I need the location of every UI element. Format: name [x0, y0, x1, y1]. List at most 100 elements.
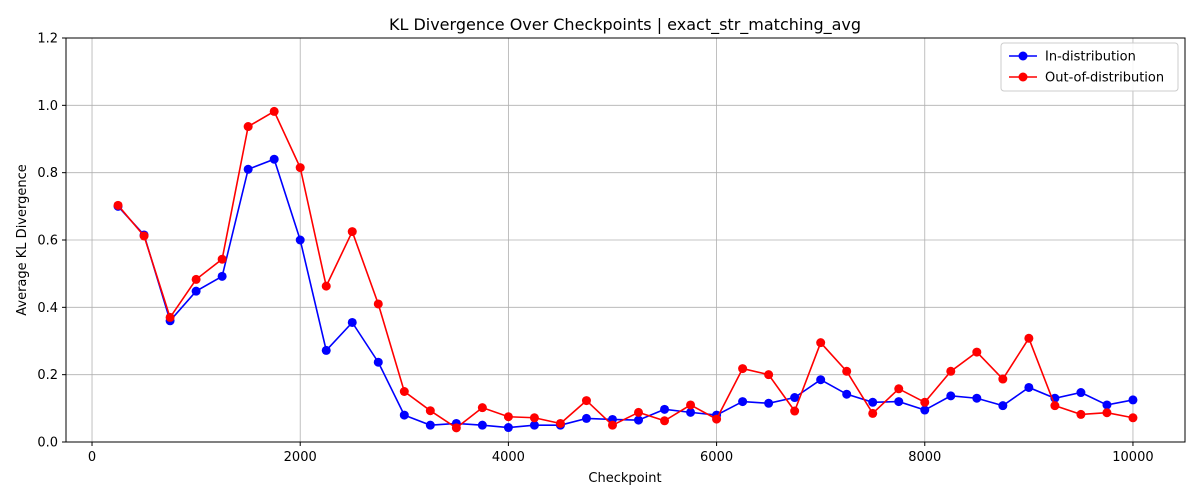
data-point — [816, 375, 826, 385]
data-point — [946, 391, 956, 401]
data-point — [139, 231, 149, 241]
chart-title: KL Divergence Over Checkpoints | exact_s… — [389, 15, 861, 35]
data-point — [321, 281, 331, 291]
data-point — [503, 423, 513, 433]
data-point — [868, 397, 878, 407]
x-tick-label: 4000 — [492, 450, 525, 465]
data-point — [555, 418, 565, 428]
data-point — [191, 274, 201, 284]
data-point — [920, 405, 930, 415]
x-tick-label: 6000 — [700, 450, 733, 465]
data-point — [607, 420, 617, 430]
data-point — [660, 416, 670, 426]
data-point — [581, 396, 591, 406]
data-point — [764, 398, 774, 408]
y-tick-label: 0.2 — [37, 368, 58, 383]
data-point — [920, 397, 930, 407]
data-point — [972, 393, 982, 403]
data-point — [529, 413, 539, 423]
data-point — [347, 227, 357, 237]
data-point — [1128, 395, 1138, 405]
y-axis-label: Average KL Divergence — [15, 164, 30, 315]
data-point — [1102, 400, 1112, 410]
data-point — [894, 397, 904, 407]
data-point — [217, 254, 227, 264]
x-tick-label: 2000 — [284, 450, 317, 465]
y-tick-label: 0.8 — [37, 166, 58, 181]
series-line — [117, 158, 1134, 429]
legend-entry: In-distribution — [1045, 50, 1136, 65]
data-point — [217, 271, 227, 281]
data-point — [113, 200, 123, 210]
data-point — [191, 286, 201, 296]
data-point — [686, 400, 696, 410]
data-point — [425, 406, 435, 416]
data-point — [269, 154, 279, 164]
data-point — [581, 413, 591, 423]
legend-marker — [1018, 51, 1028, 61]
x-tick-label: 8000 — [908, 450, 941, 465]
y-axis-ticks: 0.0 0.2 0.4 0.6 0.8 1.0 1.2 — [37, 32, 66, 451]
data-point — [243, 122, 253, 132]
data-point — [816, 338, 826, 348]
legend-entry: Out-of-distribution — [1045, 71, 1164, 86]
data-point — [842, 389, 852, 399]
data-point — [1024, 333, 1034, 343]
data-point — [738, 364, 748, 374]
legend-box — [1000, 42, 1179, 92]
data-point — [660, 404, 670, 414]
data-point — [998, 401, 1008, 411]
y-tick-label: 1.0 — [37, 99, 58, 114]
data-point — [1076, 409, 1086, 419]
data-point — [529, 420, 539, 430]
series-out-of-distribution — [113, 106, 1138, 433]
y-tick-label: 0.0 — [37, 436, 58, 451]
x-axis-label: Checkpoint — [588, 471, 661, 486]
data-point — [738, 397, 748, 407]
data-point — [998, 374, 1008, 384]
data-point — [269, 106, 279, 116]
data-point — [1128, 413, 1138, 423]
data-point — [634, 407, 644, 417]
data-point — [399, 410, 409, 420]
data-point — [477, 420, 487, 430]
data-point — [946, 366, 956, 376]
data-point — [477, 403, 487, 413]
data-point — [295, 235, 305, 245]
y-tick-label: 0.4 — [37, 301, 58, 316]
data-point — [295, 163, 305, 173]
data-point — [347, 317, 357, 327]
legend-marker — [1018, 72, 1028, 82]
data-point — [894, 384, 904, 394]
y-tick-label: 1.2 — [37, 32, 58, 47]
data-point — [425, 420, 435, 430]
data-point — [634, 415, 644, 425]
data-point — [1076, 388, 1086, 398]
data-point — [1050, 401, 1060, 411]
x-tick-label: 0 — [88, 450, 96, 465]
data-point — [790, 393, 800, 403]
data-point — [165, 312, 175, 322]
data-point — [399, 387, 409, 396]
series-layer — [113, 106, 1138, 433]
data-point — [764, 370, 774, 380]
data-point — [451, 423, 461, 433]
data-point — [243, 164, 253, 174]
series-in-distribution — [113, 154, 1138, 433]
data-point — [972, 347, 982, 357]
data-point — [503, 412, 513, 422]
x-tick-label: 10000 — [1112, 450, 1153, 465]
y-tick-label: 0.6 — [37, 234, 58, 249]
data-point — [1102, 408, 1112, 418]
data-point — [712, 414, 722, 424]
legend: In-distribution Out-of-distribution — [1000, 42, 1179, 92]
data-point — [373, 299, 383, 309]
data-point — [321, 345, 331, 355]
x-axis-ticks: 0 2000 4000 6000 8000 10000 — [88, 442, 1154, 465]
data-point — [842, 366, 852, 376]
data-point — [868, 408, 878, 418]
data-point — [373, 357, 383, 367]
grid-lines — [66, 37, 1185, 443]
series-line — [117, 110, 1134, 429]
